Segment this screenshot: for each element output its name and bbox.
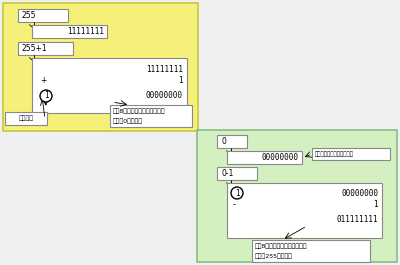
Text: 11111111: 11111111	[67, 27, 104, 36]
Bar	[197, 130, 397, 262]
Bar	[32, 58, 187, 113]
Text: 00000000: 00000000	[146, 91, 183, 100]
Bar	[110, 105, 192, 127]
Text: 0: 0	[221, 137, 226, 146]
Bar	[32, 25, 107, 38]
Bar	[252, 240, 370, 262]
Bar	[18, 42, 73, 55]
Text: 桁あふれ: 桁あふれ	[18, 116, 34, 121]
Text: 00000000: 00000000	[341, 188, 378, 197]
Bar	[312, 148, 390, 160]
Text: +: +	[40, 76, 46, 85]
Text: 1: 1	[235, 188, 239, 197]
Text: 0-1: 0-1	[221, 169, 233, 178]
Text: ため「255」となる: ため「255」となる	[255, 253, 293, 259]
Bar	[217, 135, 247, 148]
Bar	[3, 3, 198, 131]
Text: 255: 255	[22, 11, 36, 20]
Bar	[5, 112, 47, 125]
Text: 1: 1	[44, 91, 48, 100]
Bar	[227, 183, 382, 238]
Bar	[227, 151, 302, 164]
Circle shape	[231, 187, 243, 199]
Text: 減算のため仮想の１を置く: 減算のため仮想の１を置く	[315, 151, 354, 157]
Bar	[18, 9, 68, 22]
Text: 00000000: 00000000	[262, 153, 299, 162]
Text: 011111111: 011111111	[336, 215, 378, 224]
Text: ため「0」となる: ため「0」となる	[113, 118, 143, 124]
Bar	[217, 167, 257, 180]
Text: 11111111: 11111111	[146, 65, 183, 74]
Text: この8ビットだけが保持される: この8ビットだけが保持される	[113, 108, 166, 114]
Text: この8ビットだけが保持される: この8ビットだけが保持される	[255, 243, 308, 249]
Text: 1: 1	[373, 200, 378, 209]
Text: -: -	[233, 200, 236, 209]
Circle shape	[40, 90, 52, 102]
Text: 1: 1	[178, 76, 183, 85]
Text: 255+1: 255+1	[22, 44, 48, 53]
